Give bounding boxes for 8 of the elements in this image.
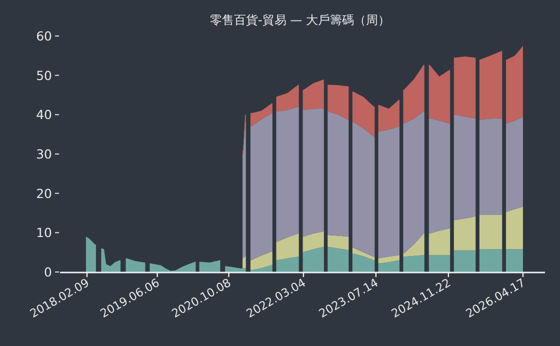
y-tick-label: 50 bbox=[36, 68, 52, 83]
y-tick-label: 40 bbox=[36, 107, 52, 122]
y-tick-label: 20 bbox=[36, 186, 52, 201]
y-tick-label: 0 bbox=[44, 264, 52, 280]
y-tick-label: 30 bbox=[36, 146, 52, 162]
chart-title: 零售百貨-貿易 — 大戶籌碼（周） bbox=[210, 13, 390, 27]
y-tick-label: 10 bbox=[36, 225, 52, 240]
y-tick-label: 60 bbox=[36, 28, 52, 44]
